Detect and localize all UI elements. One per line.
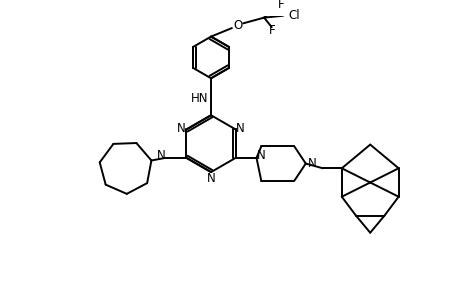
Text: Cl: Cl	[288, 9, 300, 22]
Text: N: N	[256, 148, 265, 161]
Text: N: N	[206, 172, 215, 185]
Text: F: F	[268, 24, 274, 38]
Text: N: N	[177, 122, 185, 135]
Text: HN: HN	[190, 92, 208, 105]
Text: N: N	[308, 157, 316, 170]
Text: O: O	[232, 19, 242, 32]
Text: F: F	[277, 0, 284, 11]
Text: N: N	[156, 149, 165, 163]
Text: N: N	[235, 122, 244, 135]
